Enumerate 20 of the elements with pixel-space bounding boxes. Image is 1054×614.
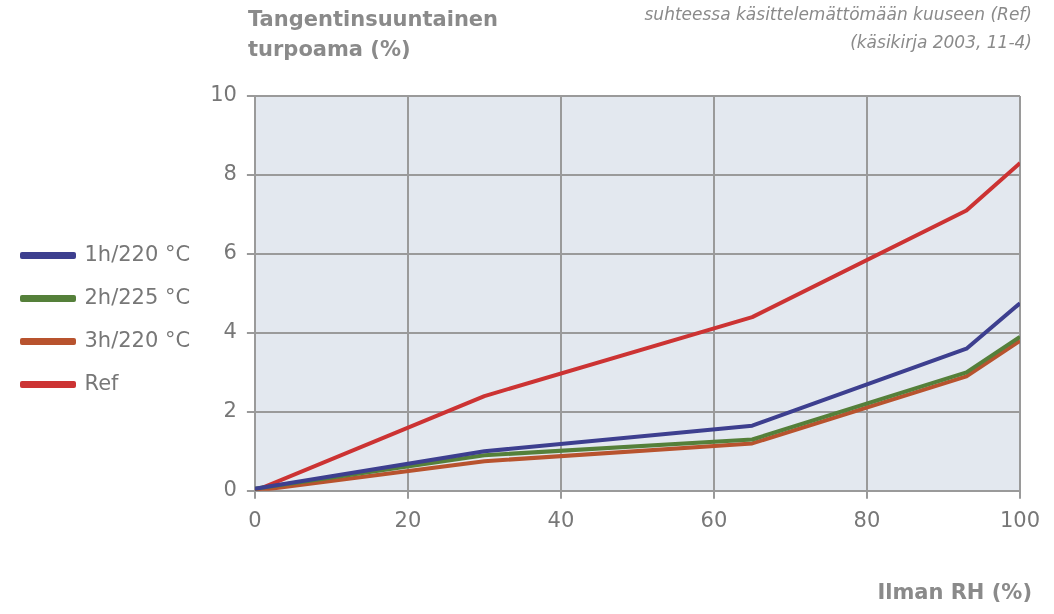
x-tick-label: 0 xyxy=(248,507,262,532)
y-tick-label: 2 xyxy=(223,398,237,423)
x-tick-label: 60 xyxy=(700,507,728,532)
legend-label: 2h/225 °C xyxy=(84,284,191,309)
legend-label: 1h/220 °C xyxy=(84,241,191,266)
x-tick-label: 100 xyxy=(999,507,1041,532)
y-tick-label: 6 xyxy=(223,240,237,265)
y-axis-title: Tangentinsuuntainen turpoama (%) xyxy=(248,6,500,63)
x-tick-label: 20 xyxy=(394,507,422,532)
y-tick-label: 8 xyxy=(223,161,237,186)
text: (käsikirja 2003, 11-4) xyxy=(849,31,1032,54)
x-tick-label: 40 xyxy=(547,507,575,532)
y-tick-label: 4 xyxy=(223,319,237,344)
y-tick-label: 10 xyxy=(210,82,237,107)
x-tick-label: 80 xyxy=(853,507,881,532)
y-tick-label: 0 xyxy=(223,477,237,502)
text: suhteessa käsittelemättömään kuuseen (Ref) xyxy=(644,3,1032,26)
x-axis-title: Ilman RH (%) xyxy=(877,580,1032,604)
legend-label: 3h/220 °C xyxy=(84,327,191,352)
legend-label: Ref xyxy=(84,370,120,395)
